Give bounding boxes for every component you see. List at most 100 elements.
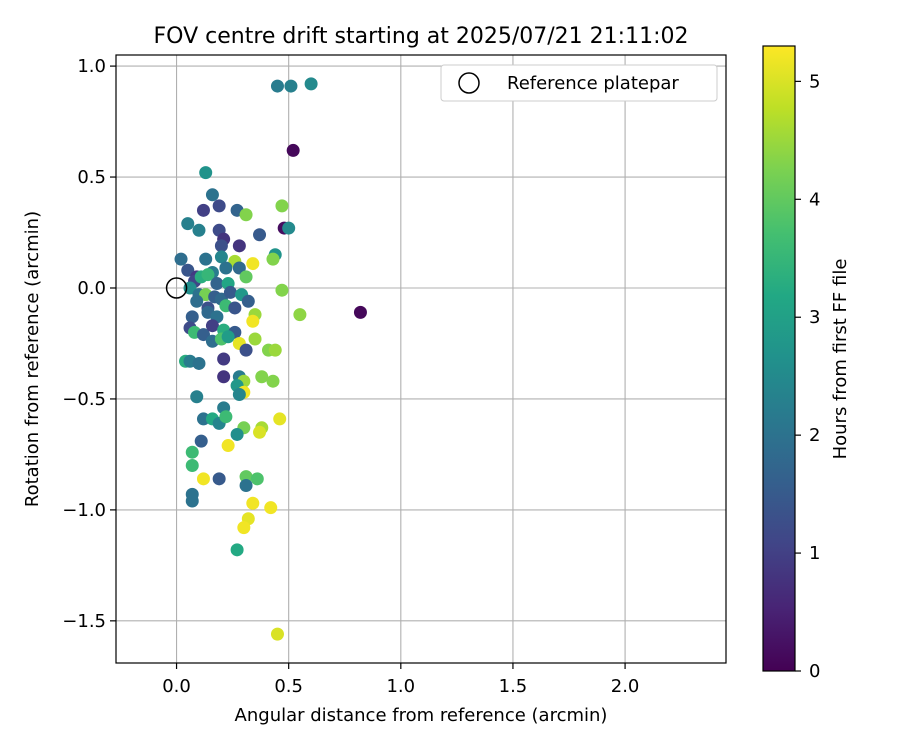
data-point — [268, 343, 282, 357]
colorbar-tick-label: 1 — [809, 543, 820, 564]
data-point — [185, 310, 199, 324]
data-point — [282, 221, 296, 235]
data-point — [250, 472, 264, 486]
data-point — [217, 352, 231, 366]
data-point — [212, 199, 226, 213]
data-point — [228, 301, 242, 315]
data-point — [266, 252, 280, 266]
grid — [116, 55, 726, 663]
data-point — [232, 261, 246, 275]
y-tick-label: 0.5 — [77, 167, 106, 188]
y-tick-label: −0.5 — [62, 389, 106, 410]
colorbar-tick-label: 3 — [809, 307, 820, 328]
data-point — [196, 203, 210, 217]
data-point — [210, 277, 224, 291]
data-point — [196, 472, 210, 486]
data-point — [255, 370, 269, 384]
data-points — [174, 77, 367, 641]
colorbar: 0 1 2 3 4 5 Hours from first FF file — [762, 45, 851, 682]
data-point — [264, 501, 278, 515]
data-point — [246, 257, 260, 271]
data-point — [196, 412, 210, 426]
data-point — [237, 521, 251, 535]
legend-label: Reference platepar — [507, 73, 679, 94]
data-point — [246, 314, 260, 328]
colorbar-tick-label: 0 — [809, 661, 820, 682]
chart-title: FOV centre drift starting at 2025/07/21 … — [154, 24, 689, 49]
data-point — [275, 199, 289, 213]
data-point — [273, 412, 287, 426]
data-point — [253, 425, 267, 439]
data-point — [239, 270, 253, 284]
data-point — [217, 370, 231, 384]
x-axis-label: Angular distance from reference (arcmin) — [235, 705, 608, 726]
data-point — [205, 319, 219, 333]
data-point — [205, 188, 219, 202]
data-point — [174, 252, 188, 266]
data-point — [284, 79, 298, 93]
legend-marker — [458, 72, 480, 94]
data-point — [190, 390, 204, 404]
data-point — [270, 79, 284, 93]
x-tick-label: 0.5 — [274, 676, 303, 697]
data-point — [199, 252, 213, 266]
data-point — [192, 223, 206, 237]
data-point — [185, 459, 199, 473]
data-point — [253, 228, 267, 242]
data-point — [181, 217, 195, 231]
data-point — [185, 494, 199, 508]
data-point — [246, 496, 260, 510]
data-point — [270, 627, 284, 641]
y-tick-label: −1.0 — [62, 500, 106, 521]
data-point — [214, 250, 228, 264]
plot-frame — [115, 54, 727, 664]
data-point — [293, 308, 307, 322]
x-tick-label: 1.5 — [499, 676, 528, 697]
y-axis-label: Rotation from reference (arcmin) — [22, 211, 43, 507]
data-point — [190, 294, 204, 308]
data-point — [221, 439, 235, 453]
data-point — [181, 263, 195, 277]
data-point — [212, 472, 226, 486]
x-tick-label: 2.0 — [611, 676, 640, 697]
colorbar-ticks: 0 1 2 3 4 5 — [795, 71, 820, 682]
x-tick-label: 1.0 — [386, 676, 415, 697]
data-point — [221, 330, 235, 344]
reference-point — [165, 277, 188, 299]
colorbar-tick-label: 5 — [809, 71, 820, 92]
y-tick-label: 1.0 — [77, 56, 106, 77]
data-point — [266, 374, 280, 388]
data-point — [185, 445, 199, 459]
data-point — [286, 143, 300, 157]
data-point — [223, 285, 237, 299]
data-point — [241, 294, 255, 308]
data-point — [199, 166, 213, 180]
data-point — [196, 328, 210, 342]
x-axis-ticks: 0.0 0.5 1.0 1.5 2.0 — [162, 663, 639, 697]
data-point — [230, 543, 244, 557]
y-tick-label: 0.0 — [77, 278, 106, 299]
data-point — [353, 305, 367, 319]
colorbar-gradient — [762, 45, 796, 672]
data-point — [230, 427, 244, 441]
data-point — [232, 239, 246, 253]
legend: Reference platepar — [440, 64, 718, 102]
data-point — [219, 410, 233, 424]
data-point — [304, 77, 318, 91]
data-point — [239, 343, 253, 357]
data-point — [239, 208, 253, 222]
colorbar-label: Hours from first FF file — [830, 259, 851, 460]
data-point — [275, 283, 289, 297]
y-axis-ticks: −1.5 −1.0 −0.5 0.0 0.5 1.0 — [62, 56, 116, 632]
data-point — [232, 388, 246, 402]
data-point — [248, 332, 262, 346]
data-point — [214, 239, 228, 253]
data-point — [192, 356, 206, 370]
colorbar-tick-label: 2 — [809, 425, 820, 446]
data-point — [239, 478, 253, 492]
data-point — [194, 434, 208, 448]
data-point — [201, 268, 215, 282]
reference-marker — [165, 277, 188, 299]
y-tick-label: −1.5 — [62, 611, 106, 632]
